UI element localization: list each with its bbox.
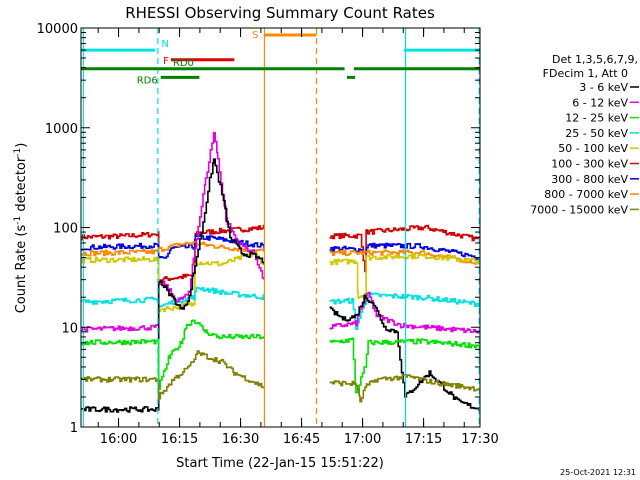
x-tick-label-5: 17:15	[405, 432, 442, 447]
series-8-segment-0	[81, 350, 265, 400]
x-axis: 16:00 16:15 16:30 16:45 17:00 17:15 17:30	[97, 28, 499, 447]
y-tick-label-1: 10	[61, 321, 78, 336]
flag-bars: N S F RD0 RD6	[81, 30, 480, 86]
x-tick-label-1: 16:15	[161, 432, 198, 447]
series-5-segment-1	[329, 291, 480, 334]
legend-label-5: 100 - 300 keV	[551, 158, 628, 171]
series-4-segment-1	[329, 292, 481, 330]
y-label-mid: detector	[14, 156, 29, 216]
series-0-segment-0	[81, 224, 265, 283]
series-2-segment-0	[81, 241, 265, 257]
flag-rd0-label: RD0	[173, 58, 194, 69]
y-axis-label: Count Rate (s-1 detector-1)	[13, 143, 29, 314]
series-1-segment-1	[329, 242, 481, 260]
legend-label-0: 3 - 6 keV	[579, 81, 628, 94]
y-label-sup1: -1	[13, 216, 23, 225]
series-1-segment-0	[81, 234, 265, 259]
y-label-sup2: -1	[13, 148, 23, 157]
y-tick-label-2: 100	[53, 222, 78, 237]
footer-timestamp: 25-Oct-2021 12:31	[560, 468, 636, 477]
chart-title: RHESSI Observing Summary Count Rates	[125, 4, 435, 22]
legend-label-8: 7000 - 15000 keV	[530, 203, 628, 216]
series-7-segment-0	[81, 319, 265, 390]
legend: Det 1,3,5,6,7,9, FDecim 1, Att 0 3 - 6 k…	[530, 53, 639, 216]
y-label-main: Count Rate (s	[14, 225, 29, 314]
x-tick-label-6: 17:30	[461, 432, 498, 447]
x-tick-label-0: 16:00	[100, 432, 137, 447]
x-axis-label: Start Time (22-Jan-15 15:51:22)	[176, 456, 384, 471]
flag-rd6-label: RD6	[137, 75, 158, 86]
legend-label-4: 50 - 100 keV	[558, 142, 628, 155]
series-layer	[81, 131, 481, 413]
legend-label-2: 12 - 25 keV	[565, 112, 628, 125]
legend-label-3: 25 - 50 keV	[565, 127, 628, 140]
y-tick-label-4: 10000	[37, 22, 78, 37]
legend-header-1: Det 1,3,5,6,7,9,	[552, 53, 638, 66]
series-3-segment-0	[81, 251, 265, 313]
series-6-segment-1	[329, 294, 480, 411]
series-3-segment-1	[329, 253, 481, 299]
series-6-segment-0	[81, 158, 265, 413]
flag-n-label: N	[161, 39, 168, 50]
series-4-segment-0	[81, 286, 265, 308]
y-axis: 1 10 100 1000 10000	[37, 22, 480, 436]
legend-label-6: 300 - 800 keV	[551, 173, 628, 186]
x-tick-label-2: 16:30	[222, 432, 259, 447]
x-tick-label-4: 17:00	[344, 432, 381, 447]
y-tick-label-3: 1000	[45, 122, 78, 137]
y-tick-label-0: 1	[70, 421, 78, 436]
legend-label-7: 800 - 7000 keV	[544, 188, 628, 201]
y-label-end: )	[14, 143, 29, 148]
legend-header-2: FDecim 1, Att 0	[543, 67, 628, 80]
x-tick-label-3: 16:45	[283, 432, 320, 447]
flag-f-label: F	[163, 56, 169, 67]
series-8-segment-1	[329, 373, 480, 403]
legend-items: 3 - 6 keV 6 - 12 keV 12 - 25 keV 25 - 50 ke…	[530, 81, 639, 216]
flag-s-label: S	[252, 30, 258, 41]
legend-label-1: 6 - 12 keV	[572, 96, 628, 109]
